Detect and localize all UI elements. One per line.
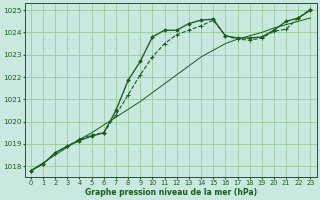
- X-axis label: Graphe pression niveau de la mer (hPa): Graphe pression niveau de la mer (hPa): [84, 188, 257, 197]
